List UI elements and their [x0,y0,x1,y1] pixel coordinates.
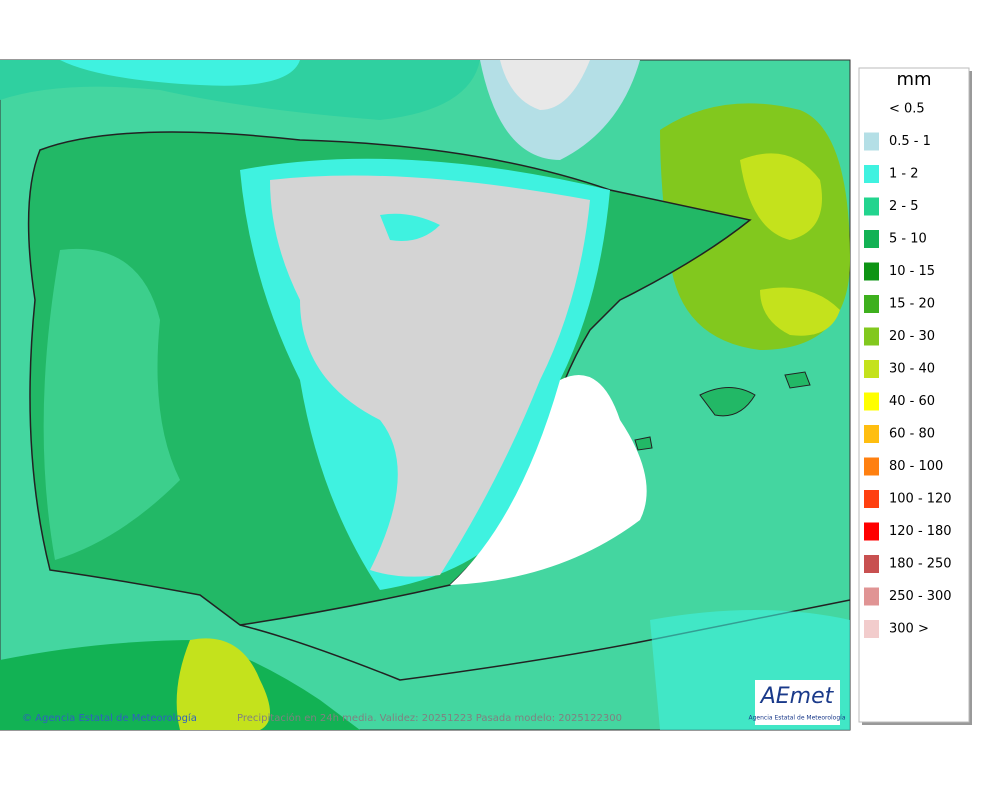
legend-label: < 0.5 [889,102,925,117]
rain-area [43,248,180,560]
legend-swatch [864,425,879,443]
logo-box [755,680,840,725]
legend-label: 1 - 2 [889,167,919,182]
logo-subtitle: Agencia Estatal de Meteorología [749,715,846,722]
legend-swatch [864,555,879,573]
balearic-islands [634,371,811,451]
sea-band [500,60,590,110]
legend-label: 30 - 40 [889,362,935,377]
legend-swatch [864,295,879,313]
legend-swatch [864,132,879,151]
map: © Agencia Estatal de Meteorología Precip… [0,59,851,731]
legend-label: 0.5 - 1 [889,134,931,149]
legend-label: 300 > [889,622,929,637]
legend-swatch [864,165,879,183]
legend-swatch [864,197,879,216]
legend-swatch [864,522,879,541]
legend-swatch [864,392,879,411]
legend-title: mm [896,69,931,90]
legend-swatch [864,327,879,346]
legend-label: 5 - 10 [889,232,927,247]
legend-label: 2 - 5 [889,199,919,214]
legend-label: 60 - 80 [889,427,935,442]
logo-name: AEmet [759,684,835,709]
dry-sea [450,375,647,585]
legend-label: 100 - 120 [889,492,952,507]
legend-label: 20 - 30 [889,329,935,344]
legend-label: 250 - 300 [889,589,952,604]
legend-label: 10 - 15 [889,264,935,279]
credit: © Agencia Estatal de Meteorología [22,712,197,724]
legend-swatch [864,230,879,248]
legend-label: 180 - 250 [889,557,952,572]
rain-area [740,153,822,240]
rain-area [176,638,270,730]
legend-label: 15 - 20 [889,297,935,312]
legend-swatch [864,587,879,606]
legend-swatch [864,360,879,378]
legend-label: 80 - 100 [889,459,943,474]
rain-area [760,287,840,336]
legend-swatch [864,262,879,281]
legend-items: < 0.5 0.5 - 1 1 - 2 2 - 5 5 - 10 10 - 15 15 - … [864,102,952,638]
legend-swatch [864,457,879,476]
rain-area [380,213,440,241]
sea-band [60,60,300,86]
dry-area [270,175,590,577]
legend-swatch [864,490,879,508]
legend-label: 120 - 180 [889,524,952,539]
caption: Precipitación en 24h media. Validez: 202… [237,712,622,724]
legend-label: 40 - 60 [889,394,935,409]
legend-swatch [864,620,879,638]
